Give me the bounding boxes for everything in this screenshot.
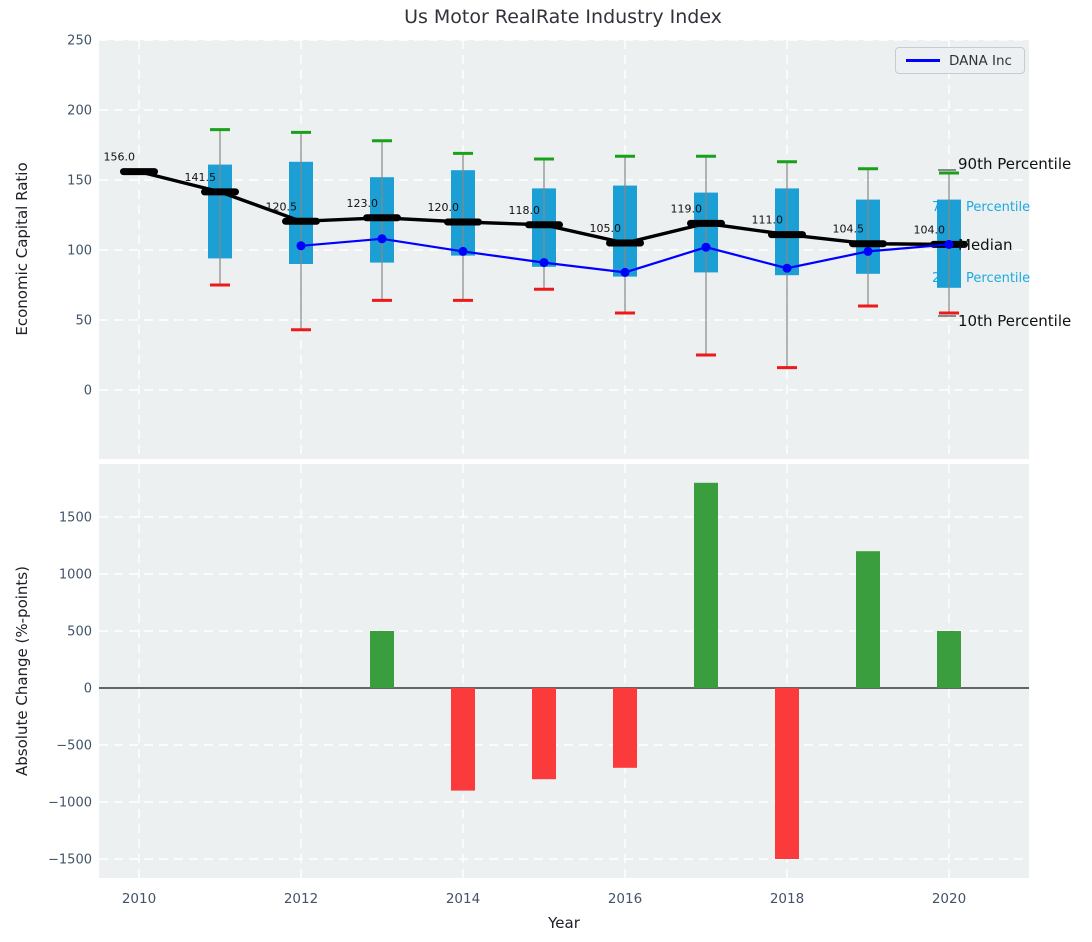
bar-2017 (694, 482, 718, 688)
median-marker-2015 (525, 221, 563, 229)
label-90th-percentile: 90th Percentile (958, 155, 1071, 173)
median-marker-2016 (606, 239, 644, 247)
bar-2019 (856, 551, 880, 688)
dana-marker-2015 (539, 258, 549, 268)
median-annotation-2011: 141.5 (185, 171, 217, 184)
top-ytick-0: 0 (84, 384, 92, 399)
median-annotation-2016: 105.0 (590, 222, 622, 235)
median-annotation-2015: 118.0 (509, 204, 541, 217)
top-ytick-50: 50 (75, 314, 92, 329)
xtick-2018: 2018 (770, 891, 804, 907)
bottom-ytick-0: 0 (84, 682, 92, 697)
median-annotation-2019: 104.5 (833, 223, 865, 236)
dana-marker-2013 (377, 234, 387, 244)
legend: DANA Inc (895, 47, 1025, 74)
bar-2016 (613, 688, 637, 768)
median-annotation-2020: 104.0 (914, 223, 946, 236)
xtick-2014: 2014 (446, 891, 480, 907)
bottom-ytick--1500: −1500 (48, 853, 92, 868)
top-ytick-200: 200 (67, 104, 92, 119)
bottom-ytick-1500: 1500 (59, 511, 92, 526)
top-y-axis-label: Economic Capital Ratio (13, 162, 31, 336)
label-10th-percentile: 10th Percentile (958, 312, 1071, 330)
dana-marker-2020 (944, 239, 954, 249)
top-ytick-150: 150 (67, 174, 92, 189)
median-annotation-2012: 120.5 (266, 200, 298, 213)
dana-marker-2018 (782, 263, 792, 273)
median-annotation-2017: 119.0 (671, 202, 703, 215)
median-annotation-2013: 123.0 (347, 197, 379, 210)
bottom-ytick--500: −500 (56, 739, 92, 754)
xtick-2020: 2020 (932, 891, 966, 907)
median-marker-2018 (768, 231, 806, 239)
bar-2013 (370, 631, 394, 688)
bottom-plot-background (99, 464, 1029, 878)
dana-marker-2019 (863, 246, 873, 256)
bar-2014 (451, 688, 475, 791)
page-title: Us Motor RealRate Industry Index (404, 6, 722, 28)
bar-2020 (937, 631, 961, 688)
top-ytick-250: 250 (67, 34, 92, 49)
bar-2015 (532, 688, 556, 780)
dana-marker-2017 (701, 242, 711, 252)
xtick-2016: 2016 (608, 891, 642, 907)
dana-marker-2014 (458, 246, 468, 256)
median-annotation-2010: 156.0 (104, 151, 136, 164)
bar-2018 (775, 688, 799, 859)
median-marker-2014 (444, 218, 482, 226)
x-axis-label: Year (548, 914, 580, 932)
legend-line-icon (906, 59, 940, 62)
median-marker-2010 (120, 168, 158, 176)
median-marker-2012 (282, 217, 320, 225)
label-median: Median (958, 236, 1013, 254)
bottom-ytick--1000: −1000 (48, 796, 92, 811)
top-ytick-100: 100 (67, 244, 92, 259)
median-annotation-2018: 111.0 (752, 214, 784, 227)
median-marker-2017 (687, 219, 725, 227)
median-marker-2011 (201, 188, 239, 196)
legend-label: DANA Inc (949, 52, 1012, 69)
xtick-2010: 2010 (122, 891, 156, 907)
dana-marker-2016 (620, 267, 630, 277)
median-annotation-2014: 120.0 (428, 201, 460, 214)
dana-marker-2012 (296, 241, 306, 251)
median-marker-2013 (363, 214, 401, 222)
median-marker-2019 (849, 240, 887, 248)
bottom-ytick-1000: 1000 (59, 568, 92, 583)
bottom-y-axis-label: Absolute Change (%-points) (13, 566, 31, 776)
xtick-2012: 2012 (284, 891, 318, 907)
bottom-ytick-500: 500 (67, 625, 92, 640)
